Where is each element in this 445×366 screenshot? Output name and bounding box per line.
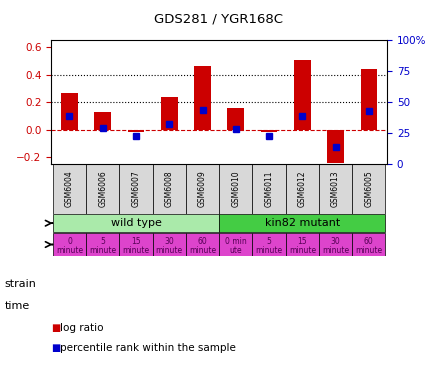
Text: GSM6013: GSM6013 — [331, 171, 340, 207]
Text: 15: 15 — [298, 236, 307, 246]
Text: minute: minute — [355, 246, 382, 255]
Text: 15: 15 — [131, 236, 141, 246]
Bar — [227, 108, 244, 130]
Text: GSM6008: GSM6008 — [165, 171, 174, 207]
Bar — [186, 233, 219, 256]
Bar — [86, 233, 119, 256]
Bar — [53, 233, 86, 256]
Text: minute: minute — [255, 246, 283, 255]
Bar — [352, 233, 385, 256]
Text: GSM6009: GSM6009 — [198, 171, 207, 207]
Text: GSM6010: GSM6010 — [231, 171, 240, 207]
Bar — [252, 233, 286, 256]
Text: 5: 5 — [100, 236, 105, 246]
Bar — [119, 233, 153, 256]
Bar — [53, 164, 86, 214]
Bar — [186, 164, 219, 214]
Text: 60: 60 — [198, 236, 207, 246]
Bar — [153, 164, 186, 214]
Text: ute: ute — [230, 246, 242, 255]
Text: GDS281 / YGR168C: GDS281 / YGR168C — [154, 12, 283, 26]
Text: wild type: wild type — [110, 218, 162, 228]
Text: minute: minute — [289, 246, 316, 255]
Bar — [86, 164, 119, 214]
Bar — [252, 164, 286, 214]
Bar — [327, 130, 344, 163]
Text: time: time — [4, 300, 30, 311]
Bar — [352, 164, 385, 214]
Text: 0: 0 — [67, 236, 72, 246]
Bar — [319, 164, 352, 214]
Text: ■: ■ — [51, 343, 61, 353]
Bar — [128, 130, 144, 132]
Text: minute: minute — [189, 246, 216, 255]
Text: minute: minute — [89, 246, 116, 255]
Bar — [219, 214, 385, 232]
Text: 60: 60 — [364, 236, 374, 246]
Bar — [286, 233, 319, 256]
Bar — [61, 93, 78, 130]
Bar — [219, 233, 252, 256]
Bar — [161, 97, 178, 130]
Bar — [94, 112, 111, 130]
Text: GSM6007: GSM6007 — [132, 171, 141, 207]
Bar — [194, 66, 211, 130]
Text: 0 min: 0 min — [225, 236, 247, 246]
Text: kin82 mutant: kin82 mutant — [265, 218, 340, 228]
Bar — [119, 164, 153, 214]
Text: minute: minute — [56, 246, 83, 255]
Bar — [153, 233, 186, 256]
Text: minute: minute — [156, 246, 183, 255]
Bar — [360, 69, 377, 130]
Bar — [261, 130, 277, 132]
Bar — [53, 214, 219, 232]
Bar — [294, 60, 311, 130]
Text: GSM6012: GSM6012 — [298, 171, 307, 207]
Text: log ratio: log ratio — [60, 322, 104, 333]
Text: GSM6011: GSM6011 — [265, 171, 274, 207]
Text: percentile rank within the sample: percentile rank within the sample — [60, 343, 236, 353]
Text: GSM6004: GSM6004 — [65, 171, 74, 207]
Text: 30: 30 — [164, 236, 174, 246]
Text: 5: 5 — [267, 236, 271, 246]
Text: ■: ■ — [51, 322, 61, 333]
Bar — [219, 164, 252, 214]
Text: GSM6006: GSM6006 — [98, 171, 107, 207]
Bar — [319, 233, 352, 256]
Text: strain: strain — [4, 279, 36, 289]
Text: 30: 30 — [331, 236, 340, 246]
Text: minute: minute — [322, 246, 349, 255]
Text: GSM6005: GSM6005 — [364, 171, 373, 207]
Text: minute: minute — [122, 246, 150, 255]
Bar — [286, 164, 319, 214]
